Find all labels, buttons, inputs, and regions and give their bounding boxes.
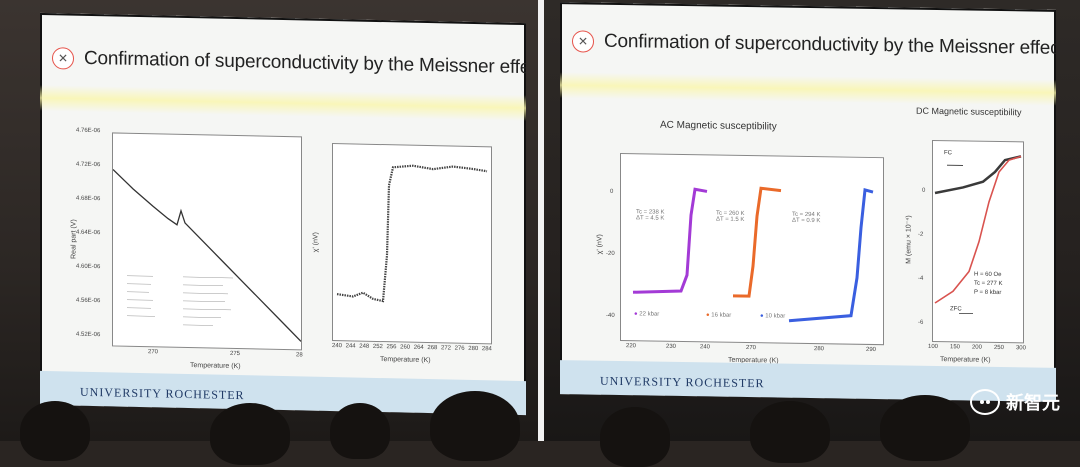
circle-x-icon: ✕ — [572, 30, 594, 52]
slide-header: ✕ Confirmation of superconductivity by t… — [572, 30, 1056, 60]
xtick: 276 — [455, 346, 465, 352]
condition-tc: Tc = 277 K — [974, 280, 1003, 289]
xtick: 275 — [230, 351, 240, 357]
legend-22kbar: ● 22 kbar — [634, 311, 659, 317]
university-logo-text: UNIVERSITY ROCHESTER — [600, 374, 765, 392]
xtick: 270 — [148, 349, 158, 355]
projector-screen-left: ✕ Confirmation of superconductivity by t… — [40, 13, 526, 415]
slide-title: Confirmation of superconductivity by the… — [604, 31, 1056, 60]
xtick: 250 — [994, 345, 1004, 351]
dt-label: ΔT = 0.9 K — [792, 218, 821, 224]
xtick: 100 — [928, 344, 938, 350]
ytick: -6 — [918, 320, 923, 326]
ytick: 4.76E-06 — [76, 128, 100, 135]
zfc-label: ZFC — [950, 306, 962, 312]
watermark-text: 新智元 — [1006, 389, 1060, 415]
legend-label: 10 kbar — [765, 313, 785, 319]
xtick: 264 — [414, 345, 424, 351]
ytick: 4.56E-06 — [76, 298, 100, 305]
ac-annotation-1: Tc = 238 K ΔT = 4.5 K — [636, 209, 665, 221]
dc-curves — [933, 141, 1023, 342]
projector-screen-right: ✕ Confirmation of superconductivity by t… — [560, 2, 1056, 402]
xtick: 252 — [373, 344, 383, 350]
xtick: 244 — [346, 343, 356, 349]
ytick: -20 — [606, 251, 615, 257]
legend-label: 16 kbar — [711, 312, 731, 318]
dc-xlabel: Temperature (K) — [940, 356, 991, 364]
real-part-curve — [113, 133, 301, 349]
plot1-ylabel: Real part (V) — [70, 219, 77, 259]
plot2-ylabel: χ' (nV) — [313, 232, 320, 252]
chi-curve — [333, 144, 491, 343]
ytick: 0 — [922, 188, 925, 194]
dt-label: ΔT = 4.5 K — [636, 215, 665, 221]
ac-curves — [621, 154, 883, 344]
photo-divider — [538, 0, 544, 441]
ac-ylabel: χ' (nV) — [597, 234, 604, 254]
xtick: 284 — [482, 346, 492, 352]
xtick: 230 — [666, 344, 676, 350]
xtick: 270 — [746, 345, 756, 351]
xtick: 240 — [700, 344, 710, 350]
ac-susceptibility-plot — [620, 153, 884, 345]
xtick: 290 — [866, 347, 876, 353]
circle-x-icon: ✕ — [52, 47, 74, 69]
legend-label: 22 kbar — [639, 311, 659, 317]
xtick: 280 — [468, 346, 478, 352]
ytick: 4.72E-06 — [76, 162, 100, 169]
xtick: 272 — [441, 345, 451, 351]
ytick: 4.68E-06 — [76, 196, 100, 203]
xtick: 248 — [359, 344, 369, 350]
xtick: 220 — [626, 343, 636, 349]
xtick: 280 — [814, 346, 824, 352]
ac-annotation-3: Tc = 294 K ΔT = 0.9 K — [792, 212, 821, 224]
ytick: 4.52E-06 — [76, 332, 100, 339]
slide-header: ✕ Confirmation of superconductivity by t… — [52, 47, 526, 79]
xtick: 268 — [427, 345, 437, 351]
xtick: 28 — [296, 352, 303, 358]
title-underline-glow — [40, 85, 526, 121]
condition-field: H = 60 Oe — [974, 271, 1003, 280]
watermark: 新智元 — [970, 389, 1060, 415]
ytick: 4.64E-06 — [76, 230, 100, 237]
ytick: 0 — [610, 189, 613, 195]
ytick: -2 — [918, 232, 923, 238]
dc-heading: DC Magnetic susceptibility — [916, 106, 1022, 118]
dt-label: ΔT = 1.5 K — [716, 217, 745, 223]
condition-pressure: P = 8 kbar — [974, 289, 1003, 298]
ac-annotation-2: Tc = 260 K ΔT = 1.5 K — [716, 211, 745, 223]
dc-susceptibility-plot — [932, 140, 1024, 343]
ytick: -40 — [606, 313, 615, 319]
dc-conditions: H = 60 Oe Tc = 277 K P = 8 kbar — [974, 271, 1003, 298]
wechat-icon — [970, 389, 1000, 415]
university-logo-text: UNIVERSITY ROCHESTER — [80, 385, 245, 403]
xtick: 240 — [332, 343, 342, 349]
xtick: 260 — [400, 344, 410, 350]
legend-10kbar: ● 10 kbar — [760, 313, 785, 319]
legend-16kbar: ● 16 kbar — [706, 312, 731, 318]
title-underline-glow — [560, 72, 1056, 106]
real-part-plot — [112, 132, 302, 350]
xtick: 300 — [1016, 345, 1026, 351]
ac-heading: AC Magnetic susceptibility — [660, 120, 777, 133]
plot1-xlabel: Temperature (K) — [190, 362, 241, 370]
ytick: -4 — [918, 276, 923, 282]
xtick: 150 — [950, 344, 960, 350]
ytick: 4.60E-06 — [76, 264, 100, 271]
slide-title: Confirmation of superconductivity by the… — [84, 48, 526, 80]
xtick: 200 — [972, 345, 982, 351]
fc-label: FC — [944, 150, 952, 156]
dc-ylabel: M (emu × 10⁻⁴) — [904, 215, 912, 264]
chi-plot — [332, 143, 492, 344]
dc-xticks: 100 150 200 250 300 — [928, 344, 1026, 352]
xtick: 256 — [387, 344, 397, 350]
plot2-xlabel: Temperature (K) — [380, 356, 431, 364]
